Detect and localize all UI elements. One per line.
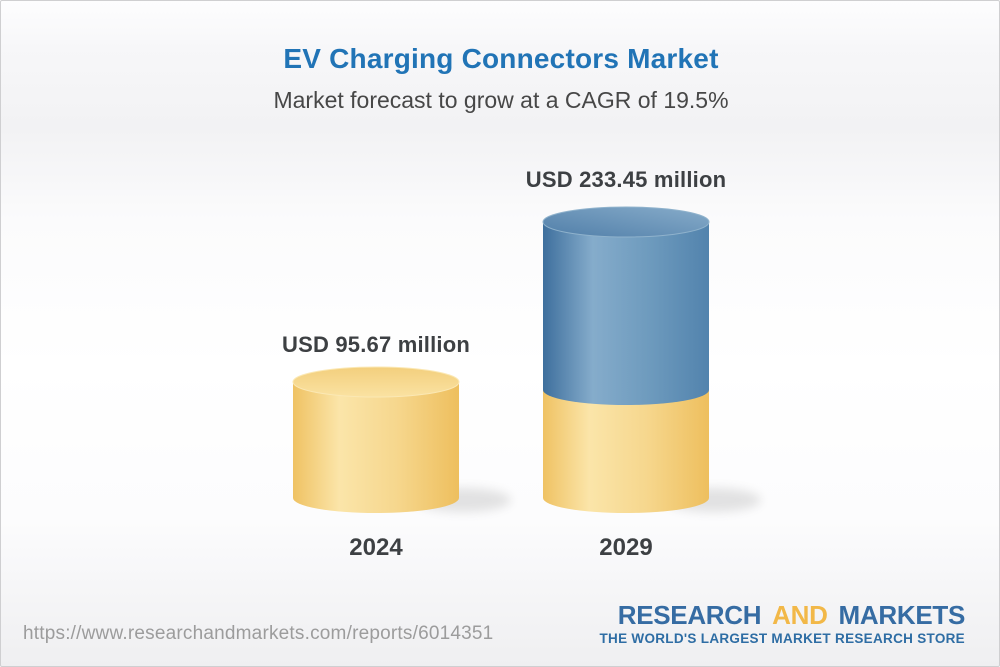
page-title: EV Charging Connectors Market — [283, 43, 719, 74]
logo-word-research: RESEARCH — [617, 600, 762, 630]
logo-word-markets: MARKETS — [838, 600, 966, 630]
value-label-2029: USD 233.45 million — [525, 167, 727, 192]
axis-label-2029: 2029 — [599, 534, 653, 561]
cylinder-2024 — [292, 366, 460, 513]
cylinder-2029 — [542, 206, 710, 513]
subtitle: Market forecast to grow at a CAGR of 19.… — [273, 87, 729, 113]
cylinder-2029-growth-segment — [543, 222, 709, 405]
logo-word-and: AND — [772, 600, 828, 630]
value-label-2024: USD 95.67 million — [281, 332, 470, 357]
research-and-markets-logo: RESEARCH AND MARKETS THE WORLD'S LARGEST… — [599, 600, 965, 646]
logo-tagline: THE WORLD'S LARGEST MARKET RESEARCH STOR… — [599, 631, 965, 646]
cylinder-2029-base-segment — [543, 390, 709, 513]
report-url: https://www.researchandmarkets.com/repor… — [23, 623, 494, 644]
logo-wordmark: RESEARCH AND MARKETS — [599, 600, 966, 630]
axis-label-2024: 2024 — [349, 534, 403, 561]
